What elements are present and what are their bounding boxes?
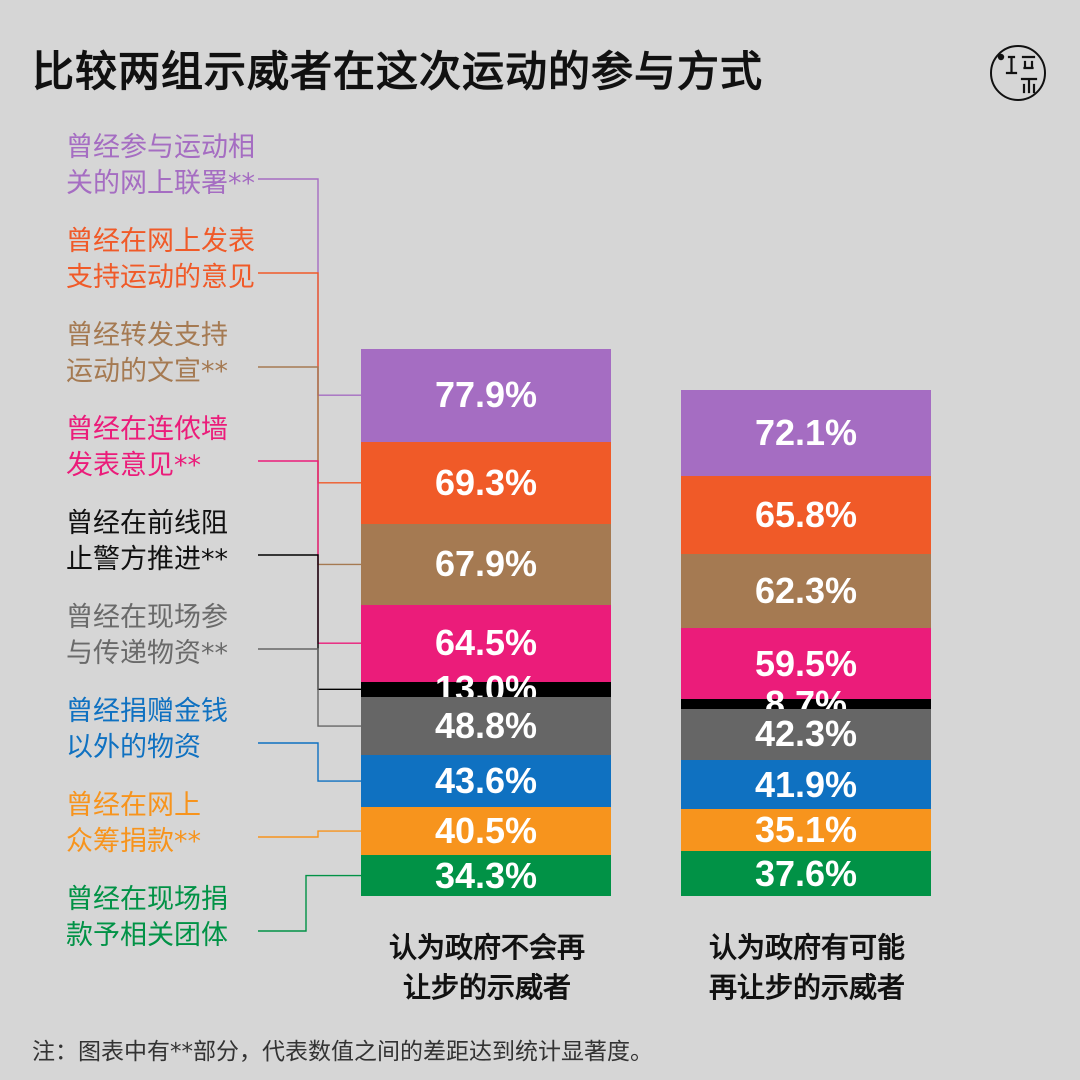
legend-label-1-line-2: 关的网上联署** (66, 168, 255, 199)
legend-label-4-line-2: 发表意见** (66, 450, 201, 481)
bar-segment-2-2 (681, 475, 931, 554)
category-label-1-line-1: 认为政府不会再 (388, 931, 585, 964)
bar-segment-1-9 (361, 855, 611, 896)
legend-label-1: 曾经参与运动相 关的网上联署** (66, 130, 255, 202)
bar-value-label-2-8: 35.1% (754, 809, 858, 851)
bar-value-label-2-1: 72.1% (754, 411, 858, 453)
category-label-2-line-2: 再让步的示威者 (708, 971, 905, 1004)
bar-segment-1-8 (361, 806, 611, 856)
legend-label-8: 曾经在网上众筹捐款** (66, 788, 201, 860)
bar-segment-2-3 (681, 553, 931, 629)
legend-leader-line-8 (258, 830, 361, 838)
bar-segment-2-5 (681, 698, 931, 710)
legend-leader-line-7 (258, 742, 361, 782)
legend-label-7: 曾经捐赠金钱 以外的物资 (66, 694, 228, 766)
chart-title: 比较两组示威者在这次运动的参与方式 (32, 47, 764, 96)
legend-label-9: 曾经在现场捐 款予相关团体 (66, 882, 228, 954)
bar-segment-2-9 (681, 851, 931, 896)
legend-label-3-line-2: 运动的文宣** (66, 356, 228, 387)
legend-label-8-line-2: 众筹捐款** (66, 826, 201, 857)
legend-label-8-line-1: 曾经在网上 (66, 790, 201, 821)
legend-label-4-line-1: 曾经在连侬墙 (66, 414, 228, 445)
bar-segment-1-1 (361, 348, 611, 442)
bar-segment-1-3 (361, 524, 611, 605)
bar-value-label-1-4: 64.5% (434, 622, 538, 664)
bar-value-label-2-7: 41.9% (754, 763, 858, 805)
legend-label-3-line-1: 曾经转发支持 (66, 320, 228, 351)
bar-value-label-1-1: 77.9% (434, 374, 538, 416)
bar-segment-1-6 (361, 697, 611, 756)
legend-label-6-line-2: 与传递物资** (66, 638, 228, 669)
category-label-1-line-2: 让步的示威者 (402, 971, 571, 1004)
legend-label-3: 曾经转发支持 运动的文宣** (66, 318, 228, 390)
legend-label-2-line-2: 支持运动的意见 (66, 262, 255, 293)
legend-label-4: 曾经在连侬墙 发表意见** (66, 412, 228, 484)
bar-segment-2-6 (681, 709, 931, 760)
bar-value-label-1-9: 34.3% (434, 854, 538, 896)
legend-leader-line-4 (258, 460, 361, 644)
legend-leader-line-2 (258, 272, 361, 484)
legend-label-5: 曾经在前线阻 止警方推进** (66, 506, 228, 578)
bar-value-label-1-3: 67.9% (434, 543, 538, 585)
bar-value-label-2-3: 62.3% (754, 570, 858, 612)
bar-segment-1-7 (361, 755, 611, 807)
bar-value-label-1-2: 69.3% (434, 461, 538, 503)
bar-value-label-2-6: 42.3% (754, 713, 858, 755)
bar-segment-1-2 (361, 441, 611, 524)
legend-label-2: 曾经在网上发表 支持运动的意见 (66, 224, 255, 296)
bar-value-label-1-8: 40.5% (434, 810, 538, 852)
legend-leader-line-9 (258, 874, 361, 932)
legend-label-1-line-1: 曾经参与运动相 (66, 132, 255, 163)
bar-value-label-2-4: 59.5% (754, 642, 858, 684)
bar-segment-2-1 (681, 389, 931, 476)
bar-value-label-2-9: 37.6% (754, 852, 858, 894)
legend-label-7-line-2: 以外的物资 (66, 732, 201, 763)
initium-media-logo-icon (990, 45, 1046, 101)
legend-leader-line-6 (258, 648, 361, 727)
legend-label-9-line-2: 款予相关团体 (66, 920, 228, 951)
legend-label-7-line-1: 曾经捐赠金钱 (66, 696, 228, 727)
legend-label-2-line-1: 曾经在网上发表 (66, 226, 255, 257)
bar-value-label-1-7: 43.6% (434, 760, 538, 802)
category-label-2-line-1: 认为政府有可能 (708, 931, 905, 964)
category-label-1: 认为政府不会再 让步的示威者 (357, 928, 617, 1008)
bar-segment-2-7 (681, 759, 931, 810)
legend-leader-line-5 (258, 554, 361, 690)
legend-label-5-line-1: 曾经在前线阻 (66, 508, 228, 539)
bar-segment-1-5 (361, 681, 611, 698)
bar-value-label-1-6: 48.8% (434, 705, 538, 747)
legend-label-6: 曾经在现场参 与传递物资** (66, 600, 228, 672)
bar-segment-1-4 (361, 604, 611, 682)
legend-leader-line-3 (258, 366, 361, 566)
legend-label-6-line-1: 曾经在现场参 (66, 602, 228, 633)
legend-leader-line-1 (258, 178, 361, 396)
legend-label-9-line-1: 曾经在现场捐 (66, 884, 228, 915)
legend-label-5-line-2: 止警方推进** (66, 544, 228, 575)
bar-segment-2-4 (681, 628, 931, 699)
footnote: 注：图表中有**部分，代表数值之间的差距达到统计显著度。 (32, 1039, 653, 1065)
bar-value-label-2-2: 65.8% (754, 493, 858, 535)
category-label-2: 认为政府有可能 再让步的示威者 (677, 928, 937, 1008)
bar-segment-2-8 (681, 809, 931, 852)
